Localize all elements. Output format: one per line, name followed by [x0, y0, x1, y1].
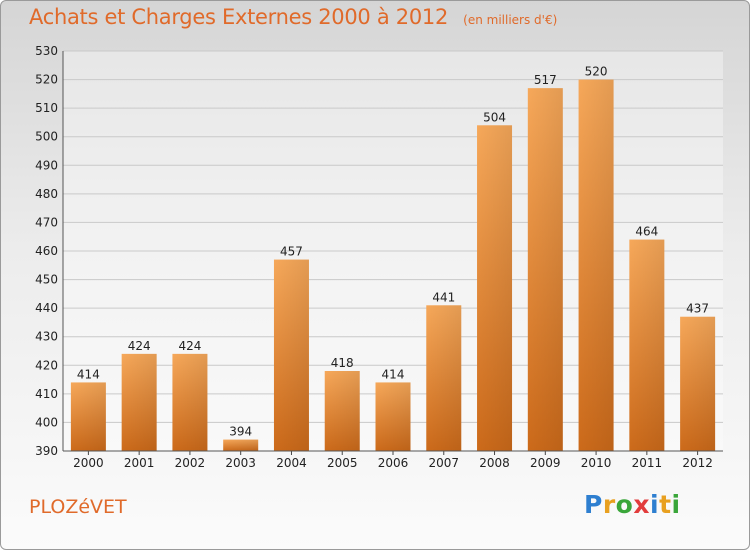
chart-subtitle: (en milliers d'€)	[463, 13, 558, 27]
y-tick-label: 450	[35, 273, 58, 287]
data-label: 441	[432, 290, 455, 304]
x-tick-label: 2006	[378, 456, 409, 470]
chart-title: Achats et Charges Externes 2000 à 2012	[29, 5, 449, 29]
x-tick-label: 2011	[632, 456, 663, 470]
y-tick-label: 390	[35, 444, 58, 458]
y-tick-label: 500	[35, 130, 58, 144]
x-tick-label: 2001	[124, 456, 155, 470]
x-tick-label: 2005	[327, 456, 358, 470]
bar-shade	[324, 371, 360, 451]
proxiti-logo: Proxiti	[584, 490, 681, 519]
bar-shade	[70, 382, 106, 451]
axes	[62, 51, 723, 455]
bar-shade	[375, 382, 411, 451]
y-tick-label: 530	[35, 44, 58, 58]
y-tick-label: 510	[35, 101, 58, 115]
bar-shade	[629, 239, 665, 451]
bar-shade	[680, 316, 716, 451]
x-tick-label: 2003	[225, 456, 256, 470]
bar-shade	[172, 353, 208, 451]
y-tick-label: 420	[35, 358, 58, 372]
x-tick-label: 2008	[479, 456, 510, 470]
y-tick-label: 460	[35, 244, 58, 258]
bars	[70, 79, 716, 452]
data-label: 424	[128, 339, 151, 353]
data-label: 437	[686, 302, 709, 316]
data-label: 517	[534, 73, 557, 87]
data-label: 414	[382, 367, 405, 381]
x-tick-label: 2012	[682, 456, 713, 470]
x-tick-label: 2002	[175, 456, 206, 470]
data-labels: 414 424 424 394 457 418 414 441 504 517 520 464 437	[77, 65, 709, 439]
y-tick-label: 490	[35, 158, 58, 172]
bar-shade	[477, 125, 513, 452]
x-tick-label: 2010	[581, 456, 612, 470]
bar-shade	[273, 259, 309, 451]
data-label: 424	[178, 339, 201, 353]
data-label: 520	[585, 65, 608, 79]
logo-letter: o	[615, 490, 634, 519]
bar-shade	[223, 439, 259, 451]
logo-letter: P	[584, 490, 603, 519]
x-tick-label: 2000	[73, 456, 104, 470]
bar-shade	[527, 88, 563, 452]
x-tick-label: 2004	[276, 456, 307, 470]
logo-letter: x	[633, 490, 650, 519]
data-label: 504	[483, 110, 506, 124]
data-label: 464	[635, 225, 658, 239]
x-tick-label: 2007	[428, 456, 459, 470]
data-label: 414	[77, 367, 100, 381]
logo-letter: i	[671, 490, 681, 519]
y-tick-label: 410	[35, 387, 58, 401]
bar-shade	[426, 305, 462, 451]
data-label: 457	[280, 245, 303, 259]
y-tick-label: 400	[35, 415, 58, 429]
bar-shade	[121, 353, 157, 451]
city-name: PLOZéVET	[29, 496, 127, 518]
chart-title-line: Achats et Charges Externes 2000 à 2012 (…	[29, 5, 557, 29]
y-tick-label: 440	[35, 301, 58, 315]
logo-letter: r	[602, 490, 616, 519]
data-label: 394	[229, 425, 252, 439]
y-tick-label: 470	[35, 215, 58, 229]
x-axis-tick-labels: 2000 2001 2002 2003 2004 2005 2006 2007 2008 2009…	[73, 456, 713, 470]
logo-letter: i	[650, 490, 660, 519]
y-tick-label: 520	[35, 73, 58, 87]
bar-shade	[578, 79, 614, 452]
x-tick-label: 2009	[530, 456, 561, 470]
y-tick-label: 430	[35, 330, 58, 344]
logo-letter: t	[659, 490, 672, 519]
y-axis-tick-labels: 390 400 410 420 430 440 450 460 470 480 490 500 510 5…	[35, 44, 58, 458]
y-tick-label: 480	[35, 187, 58, 201]
data-label: 418	[331, 356, 354, 370]
